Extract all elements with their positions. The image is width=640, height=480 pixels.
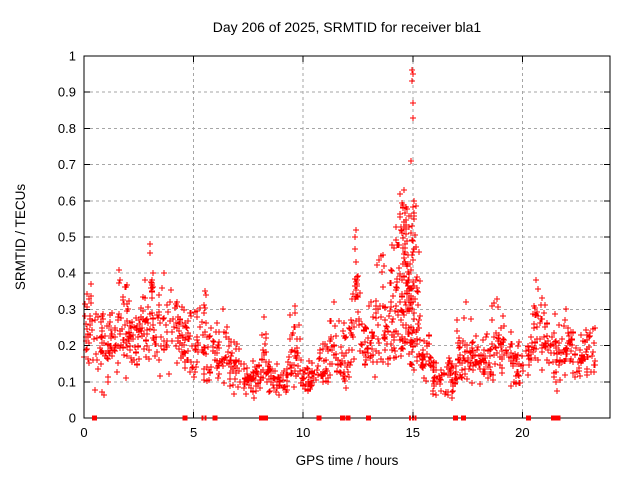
y-tick-label: 0.7 [58,157,76,172]
zero-event-square [525,415,531,421]
zero-event-square [461,415,467,421]
zero-event-square [212,415,218,421]
zero-event-square [259,415,265,421]
y-axis-label: SRMTID / TECUs [13,184,28,291]
zero-event-square [182,415,188,421]
zero-event-square [409,415,412,421]
y-tick-label: 0.3 [58,302,76,317]
zero-event-square [365,415,371,421]
y-tick-label: 1 [69,49,76,64]
zero-event-square [345,415,351,421]
zero-event-square [452,415,458,421]
x-tick-label: 10 [296,425,310,440]
y-tick-label: 0.8 [58,121,76,136]
zero-event-square [91,415,97,421]
y-tick-label: 0.6 [58,193,76,208]
gridlines [84,56,610,418]
tick-labels: 0 5 10 15 20 0 0.1 0.2 0.3 0.4 0.5 0.6 0.7 0.8 0.9 1 [58,49,530,441]
zero-event-square [550,415,556,421]
zero-event-square [340,415,346,421]
x-tick-label: 20 [515,425,529,440]
y-tick-label: 0.9 [58,85,76,100]
zero-event-square [204,415,207,421]
zero-event-square [262,415,268,421]
x-axis-label: GPS time / hours [296,453,399,468]
x-tick-label: 0 [80,425,87,440]
y-tick-label: 0.4 [58,266,76,281]
axis-ticks [83,55,610,419]
y-tick-label: 0.1 [58,374,76,389]
y-tick-label: 0.5 [58,230,76,245]
y-tick-label: 0.2 [58,338,76,353]
zero-event-square [201,415,204,421]
zero-event-square [414,415,417,421]
y-tick-label: 0 [69,411,76,426]
x-tick-label: 15 [406,425,420,440]
zero-event-square [316,415,322,421]
zero-event-markers [91,415,561,421]
chart-title: Day 206 of 2025, SRMTID for receiver bla… [213,19,482,35]
zero-event-square [555,415,561,421]
x-tick-label: 5 [190,425,197,440]
